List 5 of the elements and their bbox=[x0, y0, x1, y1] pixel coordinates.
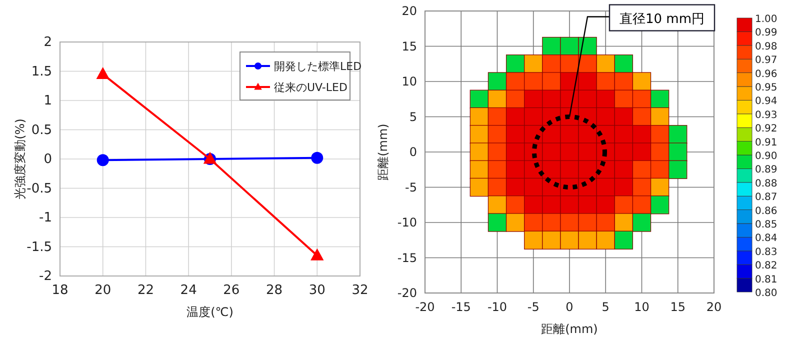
xlabel: 温度(℃) bbox=[186, 305, 234, 319]
ylabel: 光強度変動(%) bbox=[13, 118, 27, 200]
ylabel: 距離(mm) bbox=[376, 124, 390, 180]
annotation-text: 直径10 mm円 bbox=[620, 12, 705, 27]
xlabel: 距離(mm) bbox=[541, 322, 598, 336]
